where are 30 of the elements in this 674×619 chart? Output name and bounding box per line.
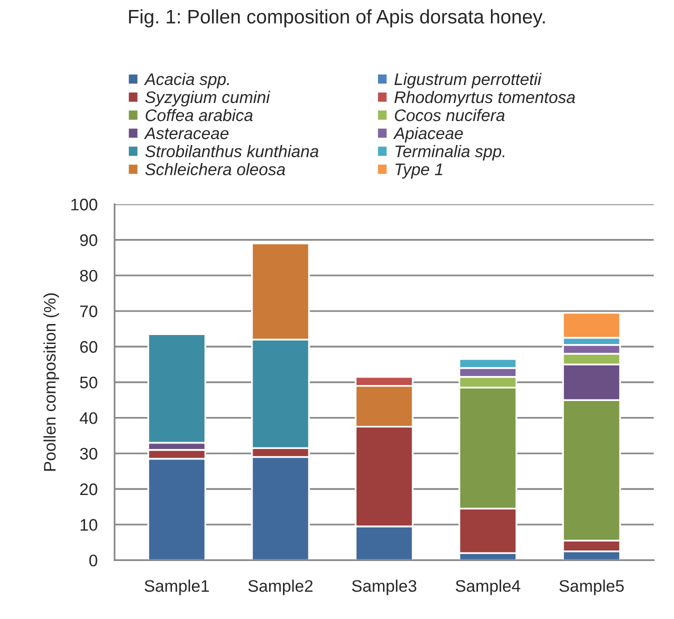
legend-label: Syzygium cumini (145, 90, 270, 106)
legend-label: Apiaceae (393, 126, 463, 143)
legend-label: Asteraceae (144, 128, 228, 140)
y-tick-label: 80 (80, 270, 98, 282)
x-tick-label: Sample3 (352, 580, 416, 596)
x-tick-label: Sample5 (559, 580, 624, 596)
legend-label: Acacia spp. (144, 72, 229, 88)
x-tick-label: Sample2 (248, 580, 313, 596)
y-tick-label: 100 (71, 198, 98, 210)
legend-label: Strobilanthus kunthiana (145, 145, 318, 158)
legend-label: Ligustrum perrottetii (394, 72, 542, 88)
y-tick-label: 50 (80, 376, 98, 388)
y-tick-label: 0 (89, 554, 98, 566)
chart-title: Fig. 1: Pollen composition of Apis dorsata honey. (129, 9, 545, 28)
legend-label: Cocos nucifera (394, 108, 505, 122)
y-axis-title: Poollen composition (%) (43, 293, 59, 471)
x-tick-label: Sample4 (456, 580, 520, 596)
legend-label: Type 1 (395, 164, 442, 179)
y-tick-label: 60 (80, 341, 98, 353)
y-tick-label: 20 (80, 483, 98, 496)
legend-label: Schleichera oleosa (145, 163, 286, 176)
x-tick-label: Sample1 (144, 580, 209, 596)
y-tick-label: 30 (80, 448, 98, 460)
y-tick-label: 40 (80, 412, 98, 424)
legend-label: Coffea arabica (146, 108, 253, 122)
y-tick-label: 10 (80, 519, 98, 531)
legend-label: Terminalia spp. (395, 145, 504, 161)
y-tick-label: 90 (80, 234, 98, 246)
y-tick-label: 70 (80, 305, 98, 318)
legend-label: Rhodomyrtus tomentosa (394, 90, 575, 106)
